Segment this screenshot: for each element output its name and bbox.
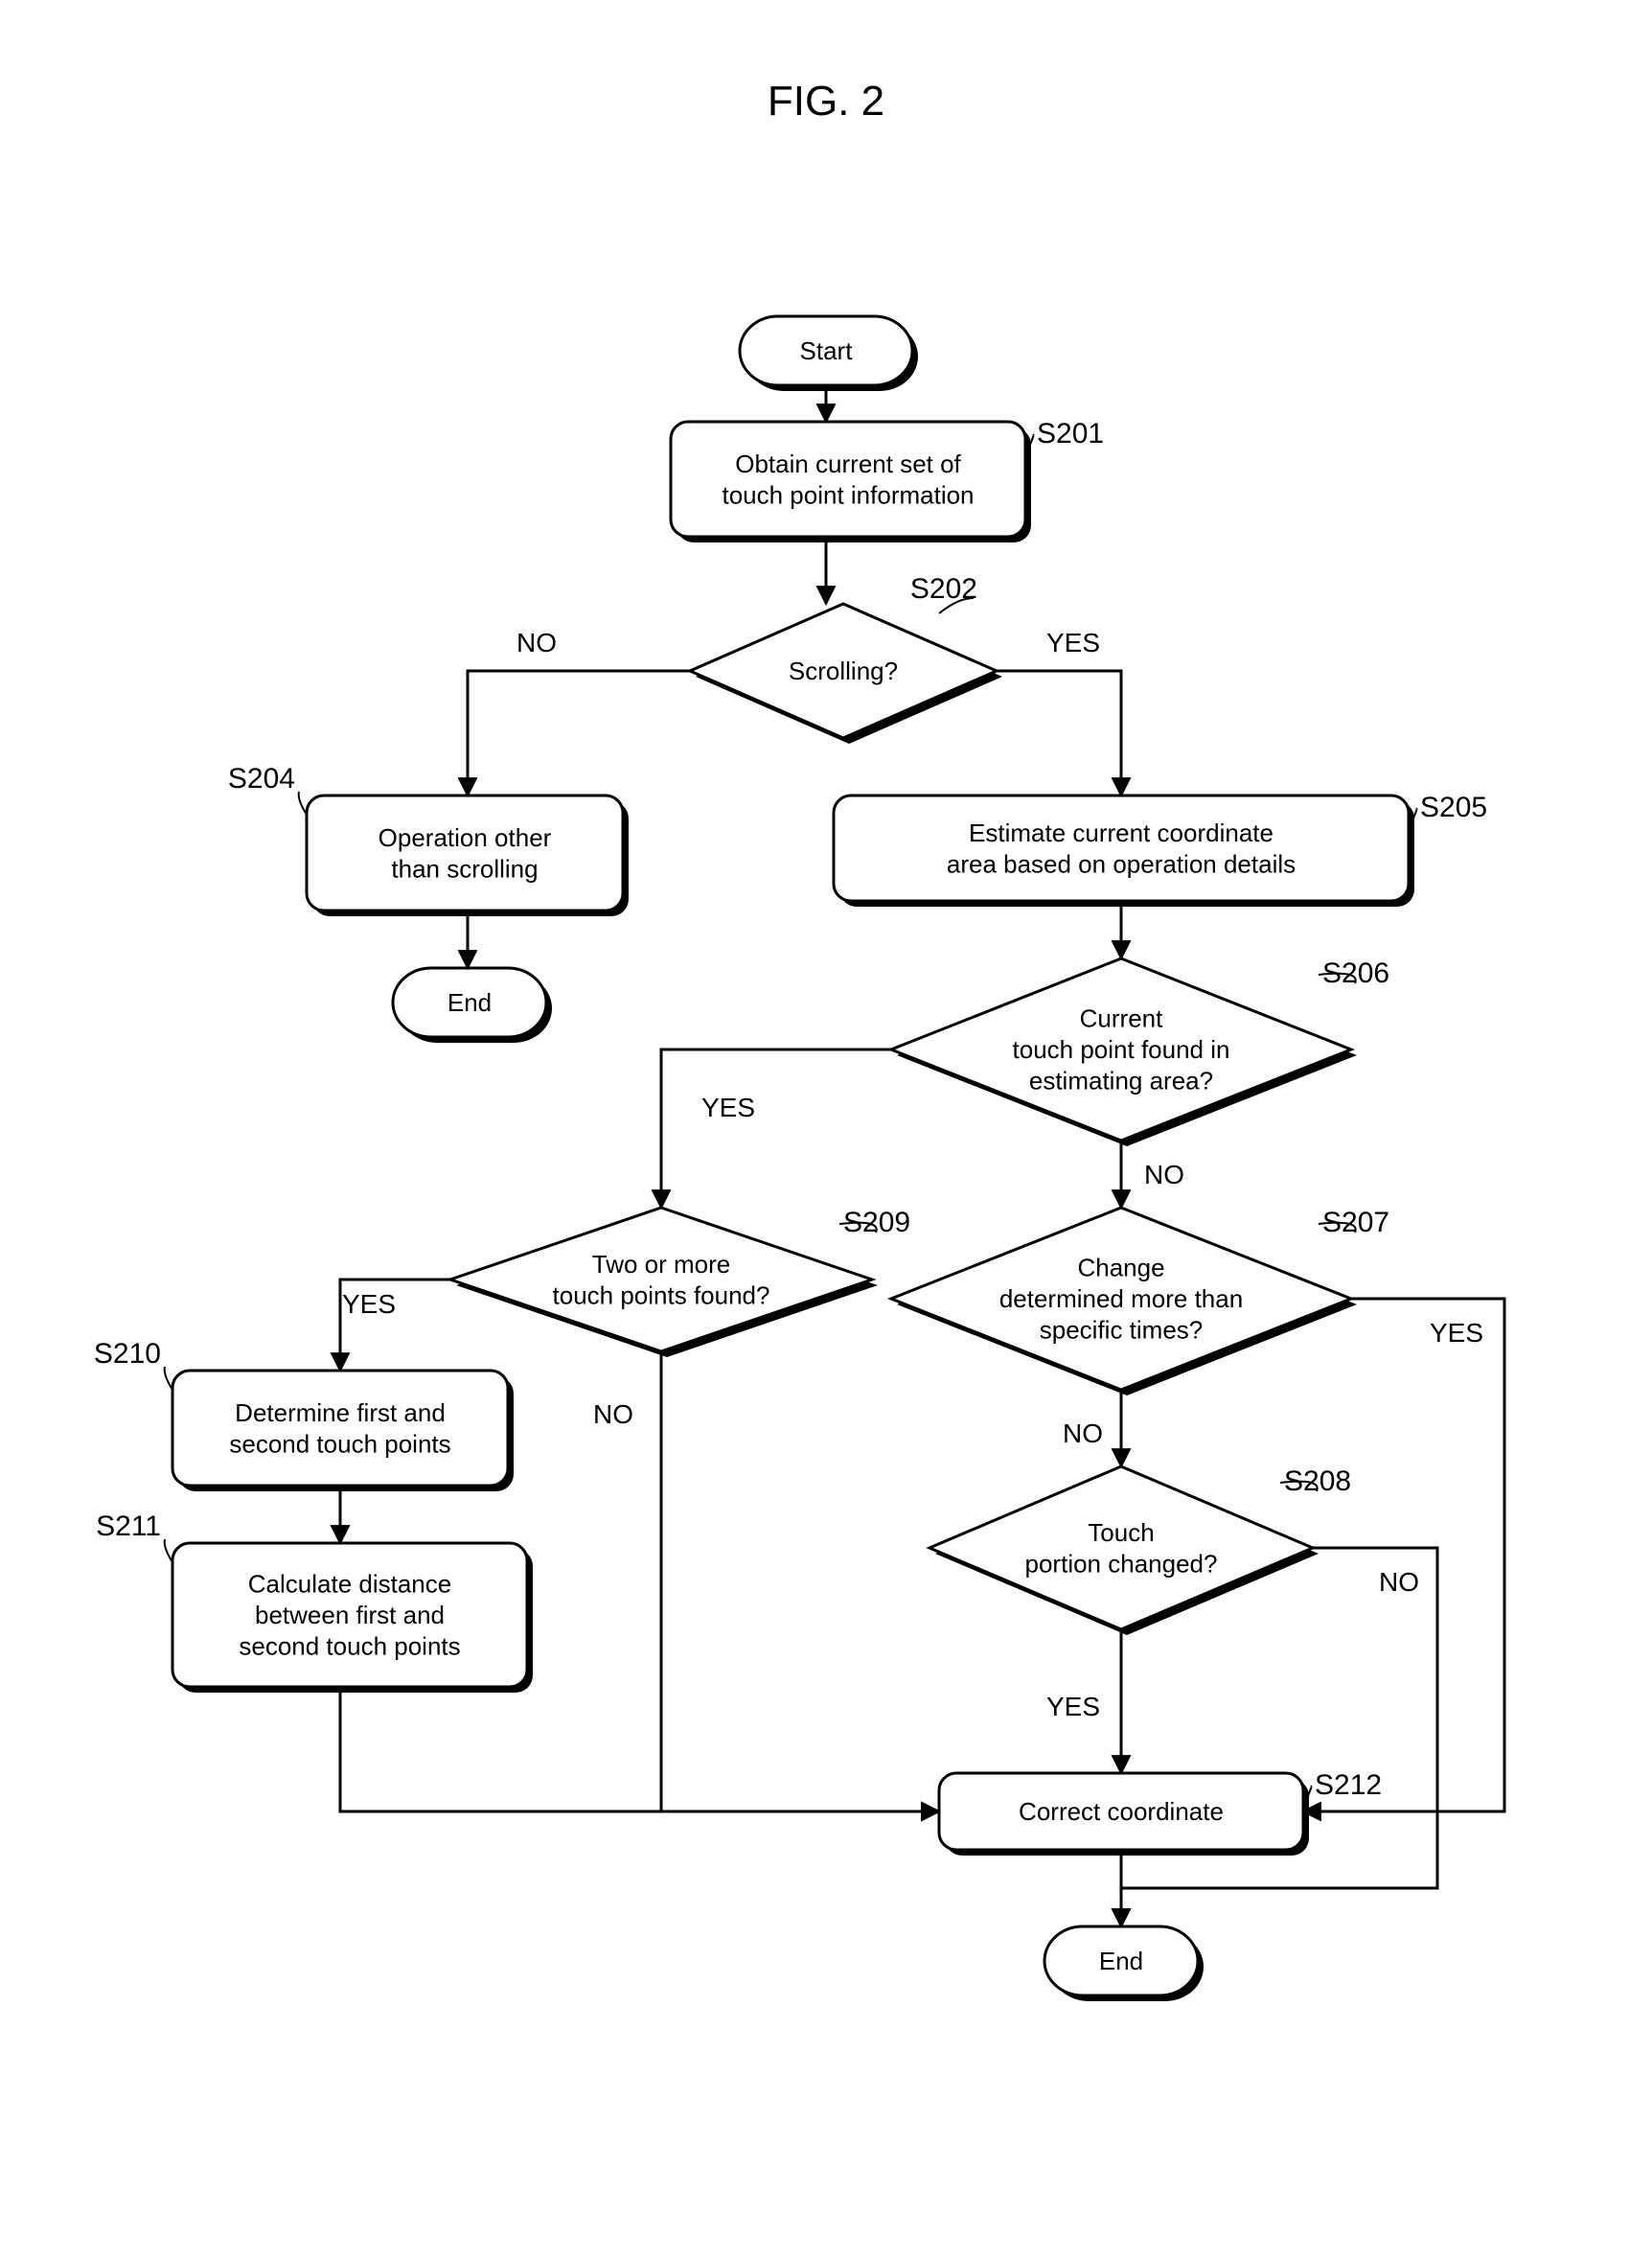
edge-label: NO bbox=[516, 628, 557, 657]
edge-label: NO bbox=[1144, 1160, 1184, 1189]
edge-label: YES bbox=[1046, 628, 1100, 657]
node-text: determined more than bbox=[999, 1284, 1243, 1313]
edge bbox=[661, 1351, 939, 1811]
edge-label: NO bbox=[1063, 1418, 1103, 1448]
step-label: S201 bbox=[1037, 418, 1104, 450]
node-text: than scrolling bbox=[391, 854, 538, 883]
edge bbox=[468, 671, 690, 796]
node-text: estimating area? bbox=[1029, 1067, 1213, 1095]
node-text: Change bbox=[1077, 1254, 1164, 1282]
edge-label: NO bbox=[1379, 1567, 1419, 1597]
edge bbox=[340, 1687, 939, 1811]
figure-title: FIG. 2 bbox=[768, 78, 884, 125]
edge-label: YES bbox=[1046, 1692, 1100, 1721]
edge bbox=[661, 1049, 891, 1208]
step-label: S208 bbox=[1284, 1465, 1351, 1497]
step-label: S209 bbox=[843, 1207, 910, 1238]
node-text: Start bbox=[800, 336, 854, 365]
node-text: portion changed? bbox=[1025, 1549, 1218, 1578]
node-text: second touch points bbox=[239, 1632, 460, 1661]
node-text: touch point found in bbox=[1013, 1035, 1230, 1064]
edge-label: NO bbox=[593, 1399, 633, 1429]
edge-label: YES bbox=[1430, 1318, 1483, 1348]
node-text: Operation other bbox=[379, 823, 552, 852]
edge-label: YES bbox=[342, 1289, 396, 1319]
step-label: S202 bbox=[910, 573, 977, 605]
node-text: touch point information bbox=[722, 480, 974, 509]
step-label: S210 bbox=[94, 1338, 161, 1370]
node-text: Correct coordinate bbox=[1019, 1797, 1224, 1826]
step-label: S204 bbox=[228, 763, 295, 795]
edge bbox=[1303, 1299, 1504, 1811]
nodes: Start Obtain current set oftouch point in… bbox=[94, 316, 1487, 2001]
node-text: Touch bbox=[1088, 1518, 1154, 1547]
edge-label: YES bbox=[701, 1093, 755, 1122]
node-text: touch points found? bbox=[553, 1280, 770, 1309]
node-text: Obtain current set of bbox=[735, 450, 961, 478]
node-text: Two or more bbox=[592, 1250, 731, 1279]
node-text: End bbox=[447, 988, 492, 1017]
edges: NO YES YES NO YES NO NO YES YES NO bbox=[340, 385, 1504, 1926]
step-label: S207 bbox=[1322, 1207, 1389, 1238]
node-text: area based on operation details bbox=[947, 849, 1296, 878]
node-text: specific times? bbox=[1040, 1316, 1204, 1345]
node-text: Calculate distance bbox=[248, 1570, 451, 1599]
step-label: S212 bbox=[1315, 1769, 1382, 1801]
node-text: Estimate current coordinate bbox=[969, 819, 1273, 847]
node-text: Scrolling? bbox=[789, 657, 898, 685]
step-label: S205 bbox=[1420, 792, 1487, 823]
node-text: between first and bbox=[255, 1601, 445, 1629]
step-label: S206 bbox=[1322, 957, 1389, 989]
step-label: S211 bbox=[96, 1511, 161, 1542]
edge bbox=[997, 671, 1121, 796]
node-text: second touch points bbox=[229, 1429, 450, 1458]
node-text: Current bbox=[1080, 1004, 1163, 1033]
flowchart: FIG. 2 NO YES YES NO YES NO NO YES YES NO Start Obta… bbox=[0, 0, 1652, 2260]
node-text: End bbox=[1099, 1947, 1143, 1975]
node-text: Determine first and bbox=[235, 1398, 446, 1427]
